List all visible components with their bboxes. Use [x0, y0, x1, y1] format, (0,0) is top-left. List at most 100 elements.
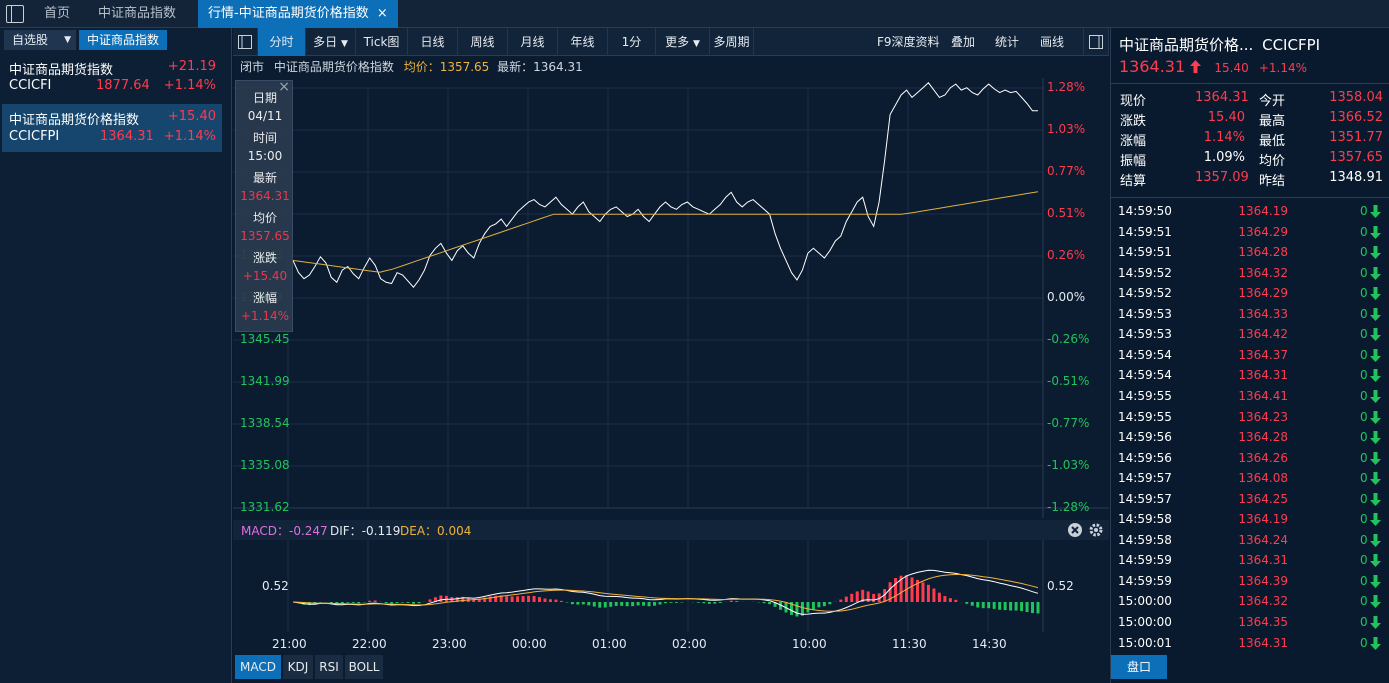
quote-label: 现价: [1120, 94, 1147, 109]
tick-price: 1364.25: [1238, 491, 1288, 506]
toolbar-draw[interactable]: 画线: [1040, 35, 1065, 49]
tab-commodity-index[interactable]: 中证商品指数: [98, 6, 177, 21]
time-axis-label: 11:30: [892, 637, 927, 651]
toolbar-monthly[interactable]: 月线: [508, 28, 558, 56]
tick-price: 1364.33: [1238, 306, 1288, 321]
tick-volume: 0: [1360, 635, 1368, 650]
gear-icon[interactable]: [1088, 522, 1104, 538]
toolbar-multiperiod[interactable]: 多周期: [710, 28, 754, 56]
price-axis-label: 1331.62: [240, 500, 290, 514]
arrow-down-icon: [1370, 225, 1381, 239]
toolbar-stats[interactable]: 统计: [995, 35, 1020, 49]
list-item[interactable]: 中证商品期货指数 +21.19 CCICFI 1877.64 +1.14%: [0, 56, 222, 104]
toolbar-overlay[interactable]: 叠加: [951, 35, 976, 49]
tick-time: 14:59:51: [1118, 245, 1172, 260]
macd-name: MACD：: [241, 524, 289, 538]
tick-time: 14:59:57: [1118, 491, 1172, 506]
item-code: CCICFPI: [9, 129, 60, 144]
tick-time: 14:59:54: [1118, 347, 1172, 362]
watchlist-panel: 自选股 ▼ 中证商品指数 中证商品期货指数 +21.19 CCICFI 1877…: [0, 28, 232, 683]
quote-label: 均价: [1259, 154, 1286, 169]
quote-value: 1357.09: [1195, 170, 1249, 185]
quote-value: 1366.52: [1329, 110, 1383, 125]
tab-price-index[interactable]: 行情-中证商品期货价格指数 ×: [198, 0, 398, 28]
tick-price: 1364.39: [1238, 573, 1288, 588]
panel-layout-icon[interactable]: [233, 28, 258, 56]
arrow-down-icon: [1370, 328, 1381, 342]
percent-axis-label: 1.03%: [1047, 122, 1086, 136]
orderbook-button[interactable]: 盘口: [1111, 655, 1167, 679]
quote-change: 15.40: [1214, 61, 1249, 75]
chevron-down-icon: ▼: [692, 39, 700, 49]
divider: [1111, 83, 1389, 84]
tooltip-date: 04/11: [247, 109, 283, 123]
tooltip-last-label: 最新: [252, 171, 277, 185]
toolbar-f9[interactable]: F9深度资料: [877, 35, 940, 49]
quote-price-row: 1364.31 15.40 +1.14%: [1119, 57, 1307, 76]
arrow-down-icon: [1370, 205, 1381, 218]
item-price: 1877.64: [96, 78, 150, 93]
toolbar-weekly[interactable]: 周线: [458, 28, 508, 56]
close-icon[interactable]: ×: [278, 79, 290, 95]
percent-axis-label: 0.77%: [1047, 164, 1086, 178]
tick-row: 14:59:59 1364.31 0: [1111, 553, 1389, 573]
tick-row: 14:59:52 1364.32 0: [1111, 266, 1389, 286]
panel-layout-icon-svg: [238, 35, 252, 49]
tooltip-chg-label: 涨跌: [252, 251, 277, 265]
tick-price: 1364.19: [1238, 204, 1288, 218]
tooltip-avg: 1357.65: [240, 229, 290, 243]
close-icon[interactable]: ×: [376, 6, 388, 21]
panel-toggle-icon[interactable]: [6, 5, 24, 23]
tick-row: 14:59:51 1364.28 0: [1111, 245, 1389, 265]
dif-value: -0.119: [361, 524, 401, 538]
tooltip-last: 1364.31: [240, 189, 290, 203]
tick-time: 14:59:54: [1118, 368, 1172, 383]
tick-row: 14:59:55 1364.23 0: [1111, 410, 1389, 430]
indicator-tab-boll[interactable]: BOLL: [345, 655, 383, 679]
price-chart[interactable]: [233, 78, 1109, 518]
toolbar-multiday[interactable]: 多日 ▼: [306, 28, 356, 56]
tick-volume: 0: [1360, 327, 1368, 342]
price-axis-label: 1341.99: [240, 374, 290, 388]
item-change: +15.40: [167, 109, 216, 124]
indicator-tab-kdj[interactable]: KDJ: [283, 655, 313, 679]
watchlist-tab-favorites[interactable]: 自选股 ▼: [4, 30, 76, 50]
watchlist-tab-commodity[interactable]: 中证商品指数: [79, 30, 168, 50]
instrument-name: 中证商品期货价格指数: [273, 60, 394, 74]
tick-row: 14:59:52 1364.29 0: [1111, 286, 1389, 306]
tick-volume: 0: [1360, 512, 1368, 527]
quote-value: 15.40: [1207, 110, 1245, 125]
toolbar-more[interactable]: 更多 ▼: [656, 28, 710, 56]
tick-price: 1364.37: [1238, 347, 1288, 362]
tick-time: 15:00:00: [1118, 615, 1172, 629]
quote-panel: 中证商品期货价格... CCICFPI 1364.31 15.40 +1.14%…: [1110, 28, 1389, 683]
tick-volume: 0: [1360, 491, 1368, 506]
toolbar-1min[interactable]: 1分: [608, 28, 656, 56]
indicator-tab-rsi[interactable]: RSI: [315, 655, 343, 679]
percent-axis-label: 0.51%: [1047, 206, 1086, 220]
sidebar-toggle-icon[interactable]: [1083, 28, 1109, 56]
tick-time: 14:59:56: [1118, 430, 1172, 445]
tick-price: 1364.32: [1238, 265, 1288, 280]
toolbar-more-label: 更多: [665, 35, 690, 49]
close-icon[interactable]: [1067, 522, 1083, 538]
chevron-down-icon[interactable]: ▼: [64, 35, 71, 45]
quote-value: 1358.04: [1329, 90, 1383, 105]
tick-volume: 0: [1360, 224, 1368, 239]
toolbar-timeshare[interactable]: 分时: [258, 28, 306, 56]
toolbar-daily[interactable]: 日线: [408, 28, 458, 56]
toolbar-tick[interactable]: Tick图: [356, 28, 408, 56]
tick-row: 14:59:56 1364.28 0: [1111, 430, 1389, 450]
price-axis-label: 1345.45: [240, 332, 290, 346]
price-axis-label: 1338.54: [240, 416, 290, 430]
toolbar-yearly[interactable]: 年线: [558, 28, 608, 56]
list-item[interactable]: 中证商品期货价格指数 +15.40 CCICFPI 1364.31 +1.14%: [2, 104, 222, 152]
dea-line: [292, 574, 1039, 612]
tick-price: 1364.29: [1238, 286, 1288, 301]
tab-home[interactable]: 首页: [44, 6, 71, 21]
indicator-tab-macd[interactable]: MACD: [235, 655, 281, 679]
macd-chart[interactable]: [233, 540, 1109, 632]
crosshair-tooltip: × 日期 04/11 时间 15:00 最新 1364.31 均价 1357.6…: [235, 79, 293, 332]
market-status: 闭市: [240, 60, 265, 74]
time-axis-label: 02:00: [672, 637, 707, 651]
